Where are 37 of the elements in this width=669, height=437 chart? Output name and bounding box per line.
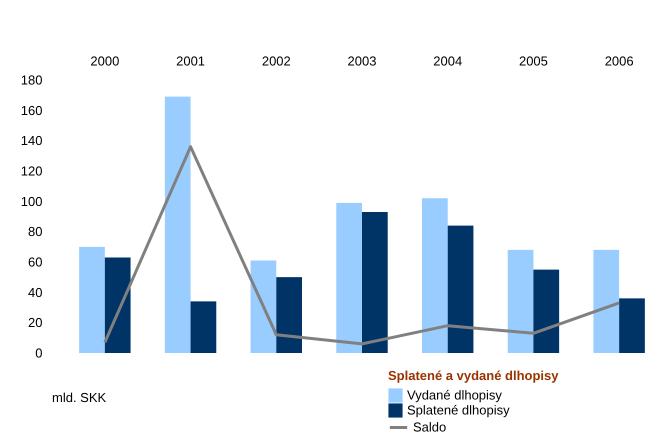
- y-tick-label: 20: [28, 315, 42, 330]
- y-tick-label: 80: [28, 224, 42, 240]
- bar: [336, 202, 362, 353]
- bar: [422, 198, 448, 353]
- x-tick-label: 2005: [518, 54, 548, 68]
- bar: [619, 298, 645, 353]
- bar: [250, 260, 276, 353]
- y-tick-label: 0: [35, 346, 42, 360]
- bar: [164, 96, 191, 353]
- y-tick-label: 60: [28, 254, 42, 270]
- y-tick-label: 180: [20, 72, 42, 88]
- legend-label: Saldo: [413, 420, 446, 434]
- bar: [79, 246, 105, 353]
- y-tick-label: 140: [20, 133, 42, 148]
- y-tick-label: 40: [28, 284, 42, 300]
- bar: [508, 250, 534, 353]
- bar: [276, 277, 302, 353]
- x-tick-label: 2002: [262, 54, 291, 68]
- x-tick-label: 2004: [433, 54, 462, 68]
- bar: [533, 270, 560, 353]
- bar: [190, 301, 216, 353]
- text: mld. SKK: [52, 390, 107, 405]
- legend-label: Splatené dlhopisy: [407, 402, 510, 418]
- x-tick-label: 2003: [348, 54, 376, 68]
- x-tick-label: 2006: [604, 54, 634, 68]
- legend-label: Vydané dlhopisy: [407, 388, 502, 402]
- bar: [362, 212, 388, 353]
- bar: [104, 257, 131, 353]
- y-tick-label: 160: [20, 102, 42, 118]
- x-tick-label: 2000: [90, 54, 120, 68]
- line-series: [103, 145, 621, 346]
- bar: [593, 250, 620, 353]
- legend-title: Splatené a vydané dlhopisy: [388, 368, 560, 383]
- y-tick-label: 120: [20, 164, 42, 178]
- x-tick-label: 2001: [176, 54, 206, 68]
- bar: [448, 226, 474, 353]
- y-tick-label: 100: [20, 194, 42, 209]
